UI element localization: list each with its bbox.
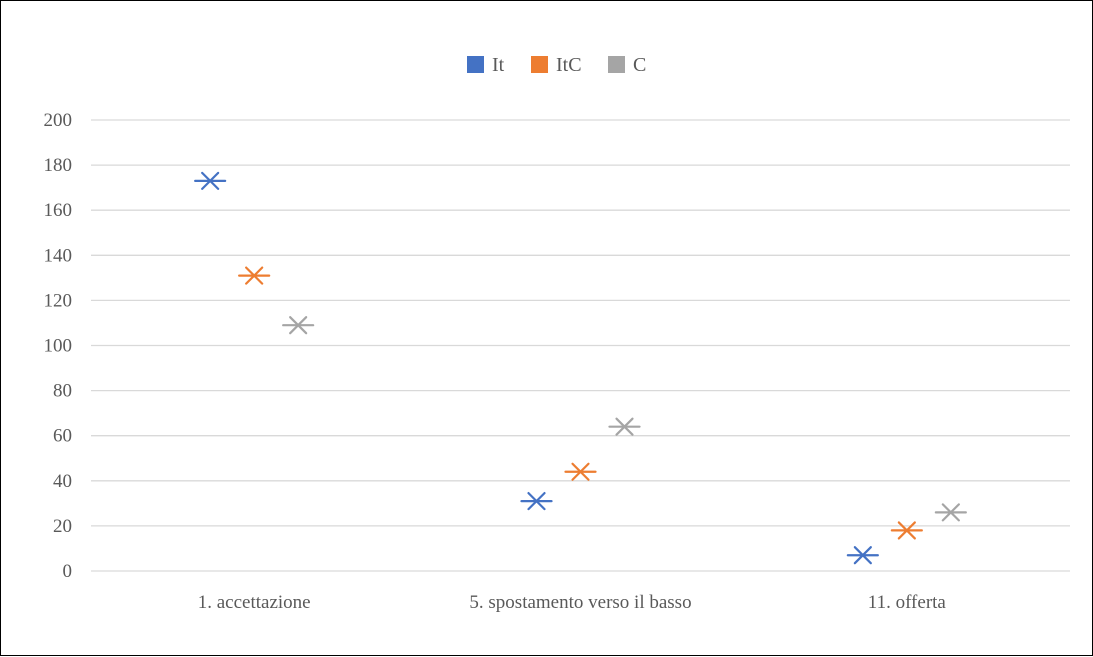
- x-category-label: 11. offerta: [868, 592, 947, 613]
- data-point-itc: [564, 462, 597, 481]
- legend-label: ItC: [556, 54, 582, 76]
- legend: It ItC C: [467, 54, 646, 76]
- data-point-it: [846, 546, 879, 565]
- x-category-label: 5. spostamento verso il basso: [469, 592, 691, 613]
- y-tick-label: 20: [53, 516, 72, 537]
- legend-swatch: [608, 56, 625, 73]
- y-tick-label: 120: [44, 290, 73, 311]
- y-tick-label: 100: [44, 336, 73, 357]
- x-category-label: 1. accettazione: [198, 592, 311, 613]
- data-point-c: [608, 417, 641, 436]
- y-tick-label: 40: [53, 471, 72, 492]
- gridlines: [91, 119, 1070, 527]
- y-tick-label: 60: [53, 426, 72, 447]
- y-tick-label: 180: [44, 155, 73, 176]
- data-point-c: [282, 316, 315, 335]
- legend-item-c: C: [608, 54, 646, 76]
- y-tick-label: 80: [53, 381, 72, 402]
- legend-label: C: [633, 54, 646, 76]
- y-tick-label: 140: [44, 245, 73, 266]
- y-tick-label: 0: [63, 561, 73, 582]
- legend-swatch: [467, 56, 484, 73]
- x-axis-categories: 1. accettazione 5. spostamento verso il b…: [198, 592, 947, 613]
- y-axis-ticks: 0 20 40 60 80 100 120 140 160 180 200: [44, 110, 73, 582]
- data-point-it: [520, 491, 553, 511]
- legend-label: It: [492, 54, 505, 76]
- data-point-itc: [890, 521, 923, 540]
- legend-item-it: It: [467, 54, 505, 76]
- data-points: [194, 171, 967, 565]
- y-tick-label: 160: [44, 200, 73, 221]
- data-point-it: [194, 171, 227, 190]
- data-point-itc: [238, 266, 271, 285]
- y-tick-label: 200: [44, 110, 73, 131]
- legend-item-itc: ItC: [531, 54, 582, 76]
- legend-swatch: [531, 56, 548, 73]
- data-point-c: [934, 503, 967, 522]
